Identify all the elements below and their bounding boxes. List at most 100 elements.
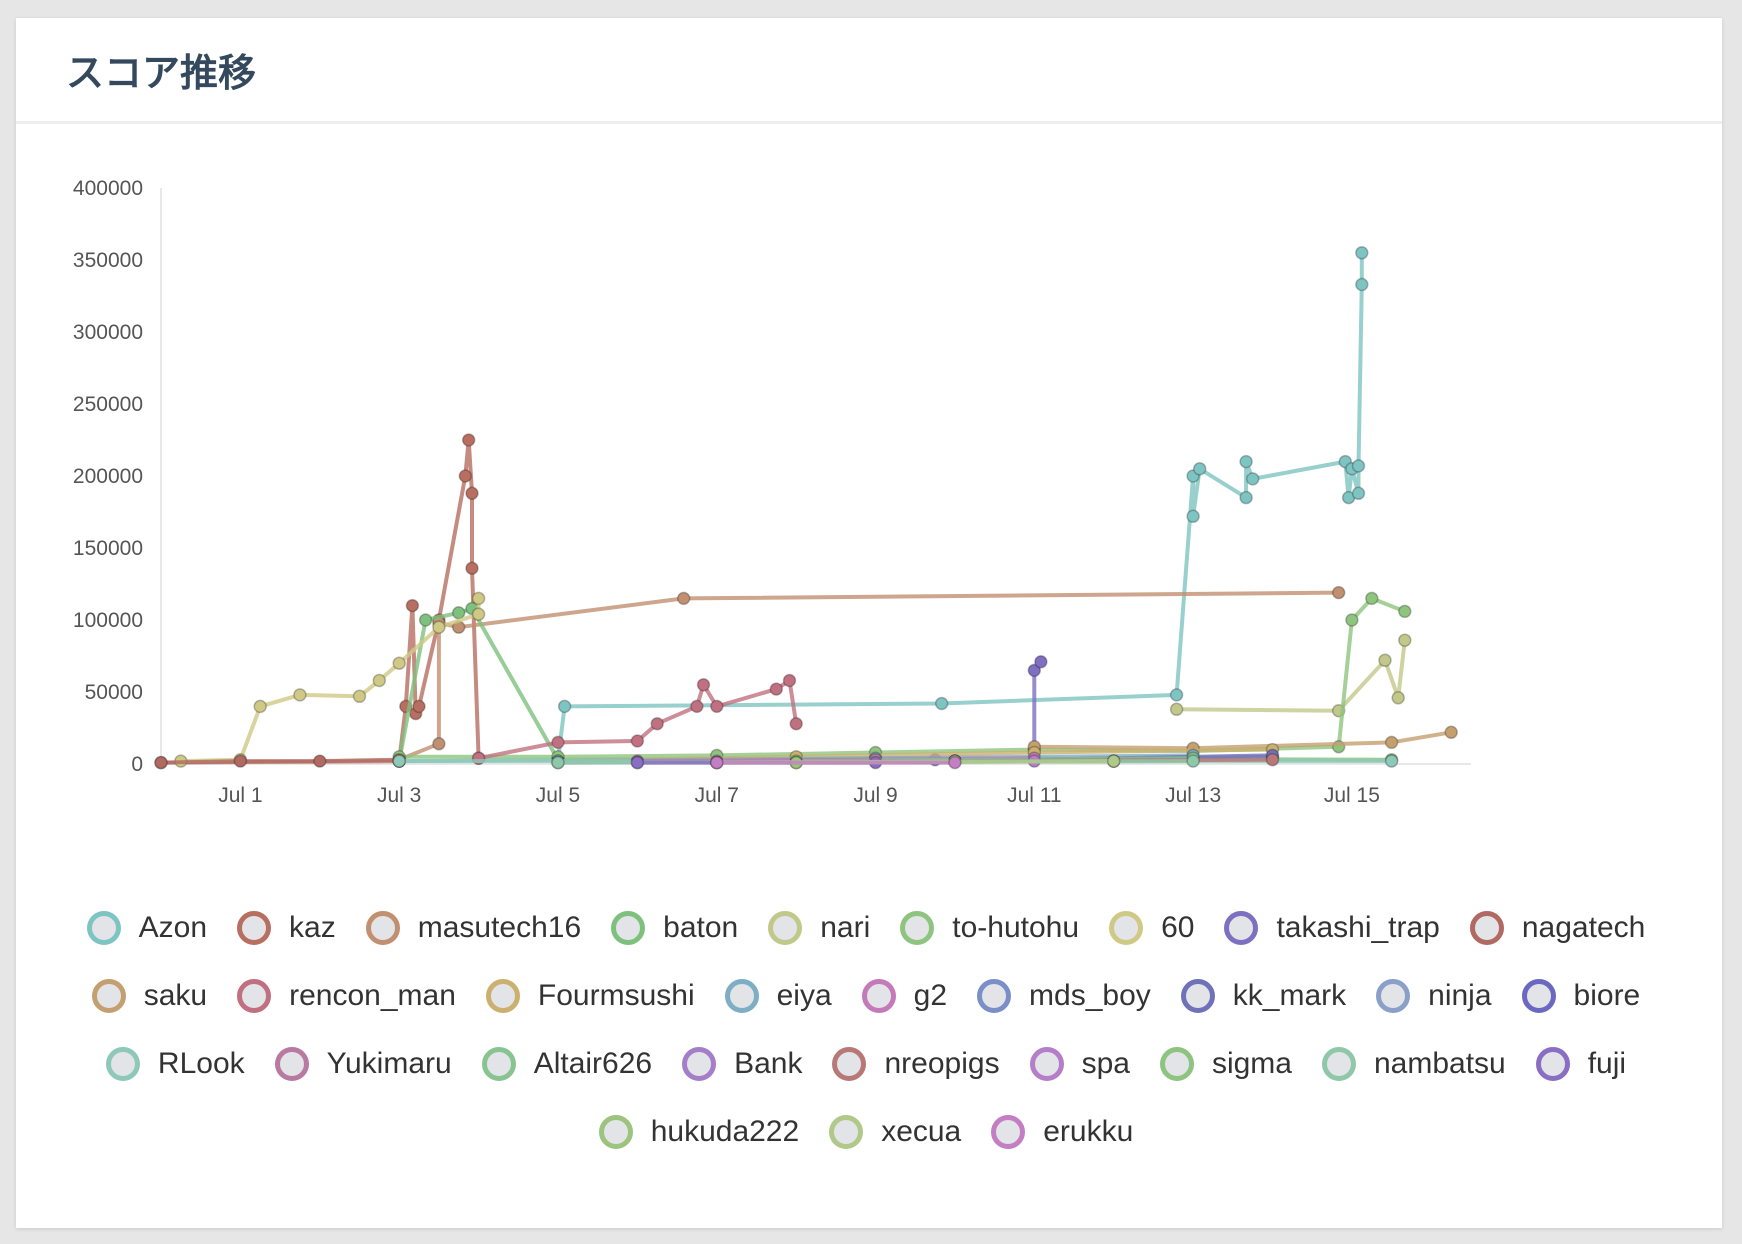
series-point <box>769 682 784 696</box>
legend-swatch-icon <box>105 1047 140 1081</box>
legend-swatch-icon <box>1029 1047 1064 1081</box>
legend-swatch-icon <box>365 911 400 945</box>
legend-swatch-icon <box>1535 1047 1570 1081</box>
series-point <box>948 755 962 770</box>
series-baton <box>392 601 1399 768</box>
legend-item[interactable]: erukku <box>991 1110 1133 1154</box>
legend-swatch-icon <box>1321 1047 1356 1081</box>
series-point <box>1444 725 1458 740</box>
y-tick-label: 50000 <box>85 681 143 704</box>
series-point <box>465 561 479 575</box>
legend-label: Azon <box>138 911 208 944</box>
series-point <box>465 486 479 501</box>
legend-item[interactable]: takashi_trap <box>1224 906 1440 950</box>
series-point <box>1265 752 1280 767</box>
legend-item[interactable]: masutech16 <box>365 906 581 950</box>
x-tick-label: Jul 13 <box>1165 784 1221 807</box>
legend-item[interactable]: saku <box>91 974 208 1018</box>
legend-label: Yukimaru <box>326 1047 452 1080</box>
legend-label: saku <box>143 979 208 1012</box>
legend-label: sigma <box>1211 1047 1292 1080</box>
legend-item[interactable]: nreopigs <box>832 1042 1000 1086</box>
card-header: スコア推移 <box>16 18 1722 124</box>
x-tick-label: Jul 11 <box>1007 784 1061 807</box>
series-point <box>233 754 248 768</box>
y-tick-label: 300000 <box>73 321 143 344</box>
legend-item[interactable]: nambatsu <box>1321 1042 1506 1086</box>
legend-item[interactable]: ninja <box>1376 974 1492 1018</box>
legend-item[interactable]: eiya <box>724 974 832 1018</box>
series-line <box>398 590 1339 762</box>
legend-item[interactable]: Azon <box>86 906 208 950</box>
legend-item[interactable]: spa <box>1029 1042 1130 1086</box>
legend-item[interactable]: Bank <box>682 1042 802 1086</box>
legend-swatch-icon <box>1521 979 1556 1013</box>
y-tick-label: 250000 <box>73 393 143 416</box>
legend-label: nambatsu <box>1373 1047 1506 1080</box>
legend-label: nagatech <box>1521 911 1646 944</box>
legend-item[interactable]: hukuda222 <box>598 1110 800 1154</box>
legend-label: kaz <box>289 911 336 944</box>
x-tick-label: Jul 3 <box>377 784 421 807</box>
series-line <box>1034 730 1452 751</box>
legend-swatch-icon <box>991 1115 1026 1149</box>
legend-item[interactable]: mds_boy <box>977 974 1151 1018</box>
series-rencon-man <box>471 673 803 765</box>
series-point <box>630 755 645 770</box>
series-point <box>1331 585 1346 600</box>
series-point <box>1239 490 1253 505</box>
card-title: スコア推移 <box>66 51 257 95</box>
legend-item[interactable]: Altair626 <box>481 1042 652 1086</box>
legend-item[interactable]: g2 <box>861 974 947 1018</box>
legend-item[interactable]: rencon_man <box>237 974 456 1018</box>
series-point <box>1245 472 1260 486</box>
legend-label: RLook <box>157 1047 245 1080</box>
series-point <box>1351 486 1366 501</box>
series-point <box>432 737 446 751</box>
legend-item[interactable]: kaz <box>237 906 336 950</box>
legend-item[interactable]: 60 <box>1109 906 1194 950</box>
legend-label: fuji <box>1587 1047 1627 1080</box>
series-point <box>432 620 446 634</box>
series-point <box>1345 613 1359 627</box>
legend-item[interactable]: fuji <box>1535 1042 1627 1086</box>
legend-item[interactable]: to-hutohu <box>900 906 1079 950</box>
legend-item[interactable]: Yukimaru <box>274 1042 452 1086</box>
x-tick-label: Jul 7 <box>695 784 739 807</box>
legend-item[interactable]: Fourmsushi <box>485 974 695 1018</box>
legend-swatch-icon <box>598 1115 633 1149</box>
legend-label: hukuda222 <box>650 1115 800 1148</box>
series-point <box>458 469 473 483</box>
legend-item[interactable]: RLook <box>105 1042 245 1086</box>
series-line <box>180 598 481 764</box>
series-point <box>471 607 486 621</box>
series-point <box>1398 633 1412 647</box>
legend-item[interactable]: nari <box>768 906 870 950</box>
series-point <box>1355 246 1369 260</box>
series-point <box>313 754 327 768</box>
series-point <box>1391 691 1405 705</box>
y-tick-label: 200000 <box>73 465 143 488</box>
legend-item[interactable]: sigma <box>1159 1042 1292 1086</box>
legend-item[interactable]: baton <box>611 906 738 950</box>
legend-item[interactable]: nagatech <box>1469 906 1646 950</box>
series-point <box>1169 688 1184 702</box>
legend-label: xecua <box>881 1115 962 1148</box>
series-point <box>471 591 486 606</box>
y-tick-label: 150000 <box>73 537 143 560</box>
series-point <box>696 678 711 692</box>
legend-item[interactable]: kk_mark <box>1180 974 1346 1018</box>
series-point <box>1384 754 1399 768</box>
series-line <box>399 252 1364 764</box>
series-point <box>934 696 949 711</box>
legend-swatch-icon <box>481 1047 516 1081</box>
score-line-chart: 0 50000 100000 150000 200000 250000 300000 3500… <box>73 177 1471 807</box>
series-line <box>478 678 799 761</box>
legend-swatch-icon <box>768 911 803 945</box>
series-point <box>789 716 803 731</box>
legend-label: takashi_trap <box>1276 911 1440 944</box>
legend-item[interactable]: biore <box>1521 974 1640 1018</box>
legend-item[interactable]: xecua <box>829 1110 961 1154</box>
legend-swatch-icon <box>861 979 896 1013</box>
series-point <box>710 755 724 770</box>
